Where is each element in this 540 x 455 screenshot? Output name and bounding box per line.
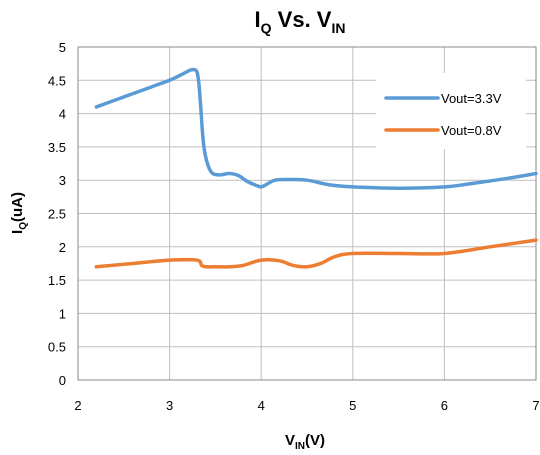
y-tick-label-0-5: 0.5 [48,340,66,355]
chart-title: IQ Vs. VIN [255,7,346,36]
y-tick-label-2: 2 [59,240,66,255]
x-tick-label-7: 7 [532,398,539,413]
x-tick-label-5: 5 [349,398,356,413]
x-tick-label-4: 4 [258,398,265,413]
y-tick-label-1-5: 1.5 [48,273,66,288]
x-axis-label: VIN(V) [285,432,325,452]
y-tick-label-4-5: 4.5 [48,73,66,88]
legend-label-vout-3-3v: Vout=3.3V [441,91,502,106]
series-line-vout-3-3v [94,67,538,190]
y-tick-label-3-5: 3.5 [48,140,66,155]
x-tick-label-3: 3 [166,398,173,413]
y-tick-label-0: 0 [59,373,66,388]
y-tick-label-1: 1 [59,306,66,321]
y-axis-label: IQ(uA) [9,192,29,234]
y-tick-label-5: 5 [59,40,66,55]
y-axis-tick-labels: 0 0.5 1 1.5 2 2.5 3 3.5 4 4.5 5 [48,40,66,388]
y-tick-label-2-5: 2.5 [48,207,66,222]
series-layer [94,67,538,269]
series-line-vout-0-8v [94,238,538,269]
x-tick-label-2: 2 [74,398,81,413]
x-tick-label-6: 6 [441,398,448,413]
legend: Vout=3.3V Vout=0.8V [376,73,526,149]
legend-box [376,73,526,149]
plot-area-border [77,46,537,381]
y-tick-label-3: 3 [59,173,66,188]
y-tick-label-4: 4 [59,107,66,122]
x-axis-tick-labels: 2 3 4 5 6 7 [74,398,539,413]
legend-label-vout-0-8v: Vout=0.8V [441,123,502,138]
